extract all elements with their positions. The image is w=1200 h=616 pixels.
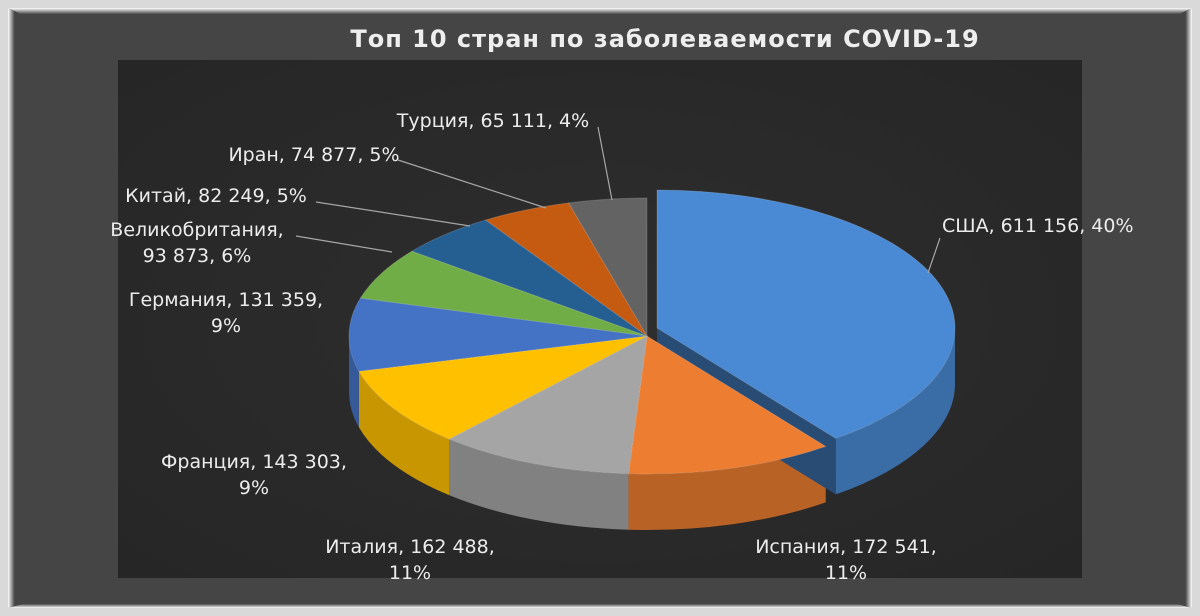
data-label-Германия: Германия, 131 359, 9%: [129, 289, 323, 337]
data-labels: США, 611 156, 40%Испания, 172 541, 11%Ита…: [110, 110, 1133, 584]
data-label-line: 11%: [825, 562, 867, 584]
data-label-Китай: Китай, 82 249, 5%: [125, 185, 307, 207]
slice-side-Испания: [628, 446, 826, 531]
data-label-Италия: Италия, 162 488, 11%: [325, 536, 495, 584]
slice-side-Франция: [358, 371, 450, 496]
data-label-Великобритания: Великобритания, 93 873, 6%: [110, 219, 283, 267]
leader-line-Великобритания: [295, 235, 393, 253]
slice-Италия: [447, 335, 648, 475]
data-label-line: 9%: [239, 477, 269, 499]
slice-side-Италия: [449, 439, 629, 530]
leader-line-Иран: [397, 159, 547, 209]
slice-side-Германия: [349, 336, 359, 428]
data-label-line: 9%: [211, 315, 241, 337]
slice-Испания: [627, 335, 827, 475]
data-label-line: Иран, 74 877, 5%: [228, 144, 399, 166]
leader-lines: [295, 126, 941, 274]
data-label-line: Франция, 143 303,: [161, 451, 347, 473]
data-label-line: Турция, 65 111, 4%: [396, 110, 589, 132]
data-label-line: США, 611 156, 40%: [942, 215, 1134, 237]
pie-slices: [348, 189, 956, 475]
leader-line-США: [927, 237, 941, 274]
data-label-США: США, 611 156, 40%: [942, 215, 1134, 237]
slice-Великобритания: [359, 250, 648, 337]
data-label-Испания: Испания, 172 541, 11%: [755, 536, 937, 584]
slice-Германия: [348, 297, 648, 372]
data-label-Иран: Иран, 74 877, 5%: [228, 144, 399, 166]
slice-США: [656, 189, 956, 439]
slice-Китай: [410, 219, 648, 337]
data-label-line: Китай, 82 249, 5%: [125, 185, 307, 207]
data-label-line: 93 873, 6%: [143, 245, 252, 267]
data-label-line: Великобритания,: [110, 219, 283, 241]
chart-title: Топ 10 стран по заболеваемости COVID-19: [350, 25, 979, 53]
data-label-Турция: Турция, 65 111, 4%: [396, 110, 589, 132]
data-label-Франция: Франция, 143 303, 9%: [161, 451, 347, 499]
leader-line-Турция: [597, 126, 613, 201]
data-label-line: Германия, 131 359,: [129, 289, 323, 311]
leader-line-Китай: [315, 201, 471, 227]
data-label-line: 11%: [389, 562, 431, 584]
slice-side-США: [835, 328, 955, 495]
data-label-line: Испания, 172 541,: [755, 536, 937, 558]
data-label-line: Италия, 162 488,: [325, 536, 495, 558]
slice-Франция: [358, 335, 648, 440]
slice-Иран: [484, 202, 648, 337]
slice-Турция: [567, 197, 648, 338]
